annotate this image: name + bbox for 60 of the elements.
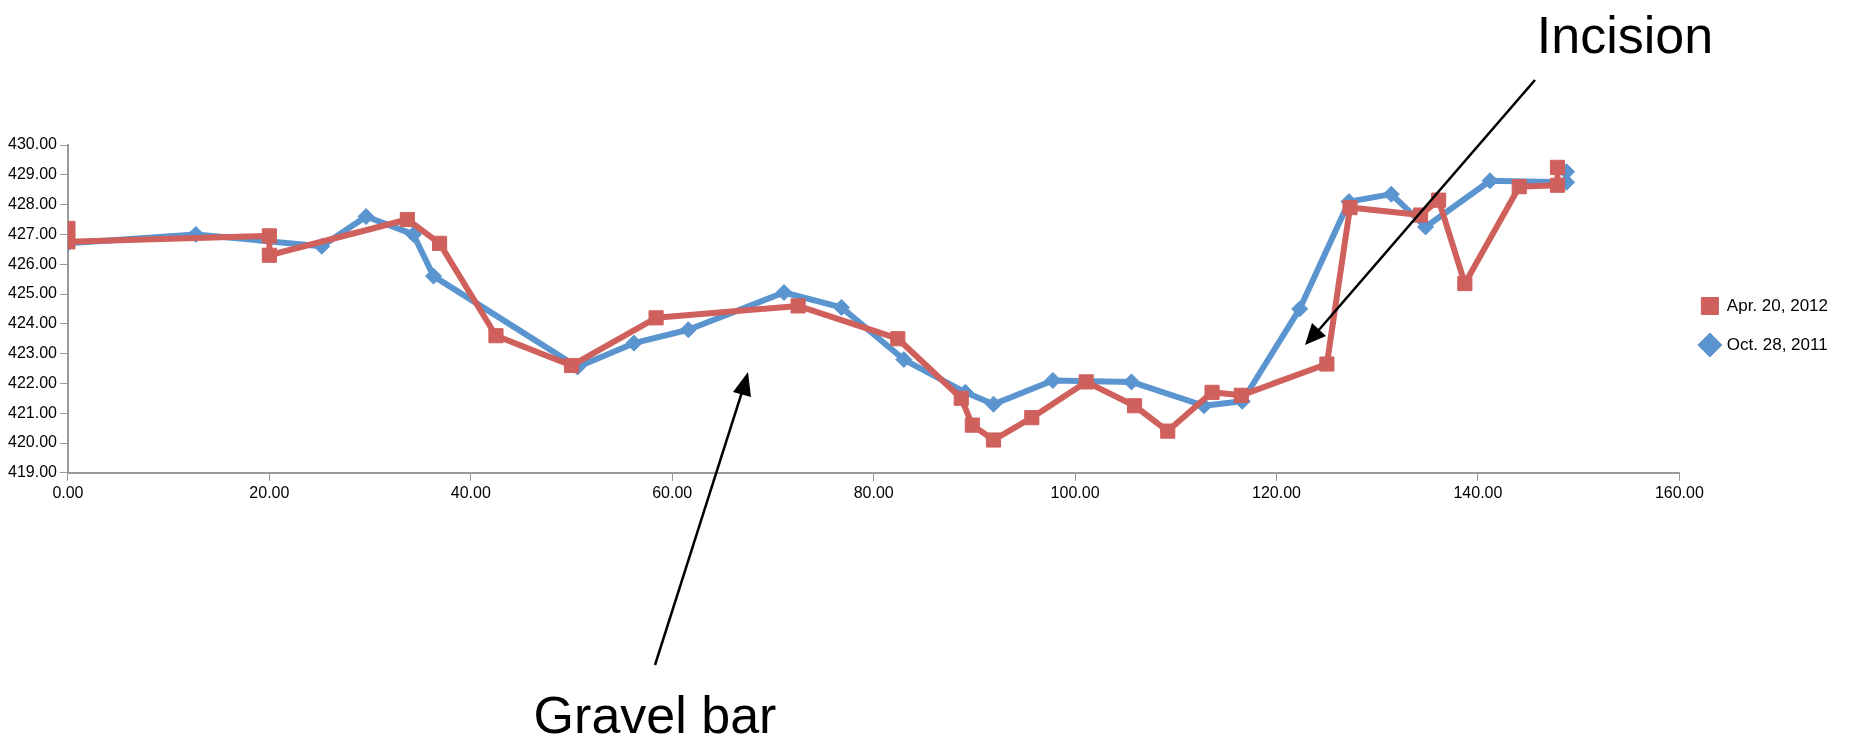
- point: [1382, 185, 1400, 203]
- point: [953, 390, 969, 406]
- point: [775, 284, 793, 302]
- y-tick-label: 419.00: [8, 463, 58, 481]
- y-tick-label: 420.00: [8, 433, 58, 451]
- y-tick-label: 429.00: [8, 165, 58, 183]
- point: [1291, 300, 1309, 318]
- point: [399, 211, 415, 228]
- x-tick-label: 80.00: [853, 483, 894, 501]
- point: [985, 432, 1002, 448]
- x-tick-label: 60.00: [652, 483, 693, 501]
- point: [1549, 159, 1566, 175]
- point: [425, 267, 443, 285]
- point: [1511, 179, 1527, 195]
- point: [1457, 276, 1473, 292]
- legend-label: Apr. 20, 2012: [1726, 295, 1828, 315]
- point: [895, 351, 913, 369]
- point: [648, 310, 664, 326]
- point: [1549, 177, 1566, 193]
- point: [488, 328, 504, 344]
- point: [985, 395, 1002, 413]
- y-tick-label: 427.00: [8, 224, 58, 242]
- point: [1233, 387, 1249, 403]
- x-tick-label: 140.00: [1453, 483, 1503, 501]
- point: [625, 334, 643, 352]
- y-tick-label: 421.00: [8, 403, 58, 421]
- point: [261, 228, 277, 244]
- y-tick-label: 423.00: [8, 344, 58, 362]
- x-tick-label: 0.00: [52, 483, 84, 501]
- point: [964, 417, 980, 433]
- point: [1342, 200, 1358, 216]
- point: [432, 235, 448, 251]
- point: [357, 208, 375, 226]
- text: Incision: [1536, 5, 1714, 65]
- point: [1126, 398, 1143, 414]
- x-tick-label: 20.00: [249, 483, 290, 501]
- y-tick-label: 422.00: [8, 373, 58, 391]
- x-tick-label: 120.00: [1252, 483, 1302, 501]
- legend-label: Oct. 28, 2011: [1726, 334, 1828, 354]
- point: [1319, 356, 1335, 372]
- y-tick-label: 425.00: [8, 284, 58, 302]
- y-tick-label: 424.00: [8, 314, 58, 332]
- y-tick-label: 430.00: [8, 135, 58, 153]
- point: [1204, 384, 1220, 400]
- point: [1160, 423, 1176, 439]
- text: Gravel bar: [533, 685, 777, 745]
- point: [261, 247, 277, 263]
- point: [890, 331, 906, 347]
- y-tick-label: 428.00: [8, 195, 58, 213]
- point: [790, 298, 806, 314]
- x-tick-label: 100.00: [1050, 483, 1100, 501]
- point: [832, 298, 850, 316]
- x-tick-label: 40.00: [450, 483, 491, 501]
- point: [1078, 374, 1094, 390]
- y-tick-label: 426.00: [8, 254, 58, 272]
- point: [1024, 410, 1040, 426]
- point: [679, 321, 697, 339]
- point: [563, 357, 580, 374]
- x-tick-label: 160.00: [1654, 483, 1704, 501]
- point: [404, 225, 422, 243]
